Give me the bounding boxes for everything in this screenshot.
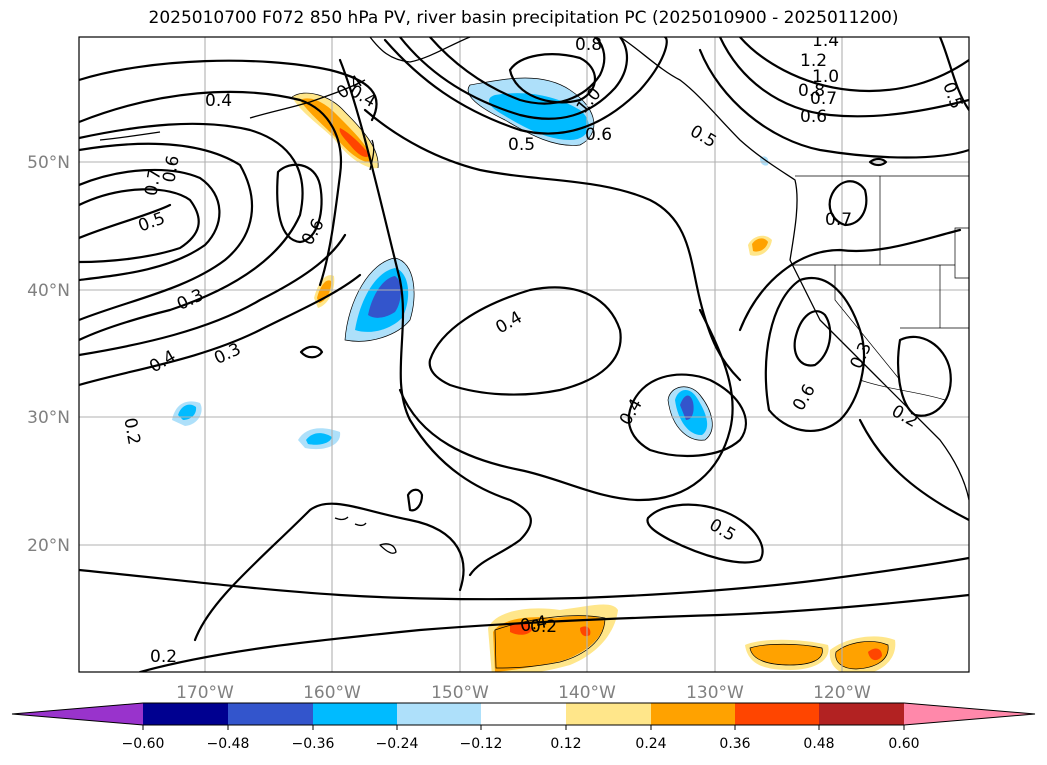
colorbar-tick-label: −0.48	[207, 736, 250, 752]
lat-tick-label: 30°N	[27, 408, 70, 428]
contour-label: 0.2	[150, 647, 177, 667]
contour-label: 0.8	[575, 35, 602, 55]
lon-tick-label: 140°W	[558, 683, 616, 703]
colorbar-swatch	[397, 703, 481, 725]
contour-label: 0.2	[119, 416, 143, 446]
lon-tick-label: 170°W	[176, 683, 234, 703]
contour-label: 0.4	[519, 612, 549, 636]
colorbar-ticks	[142, 725, 905, 730]
colorbar-tick-label: 0.36	[719, 736, 750, 752]
colorbar-swatch	[228, 703, 313, 725]
lat-tick-label: 50°N	[27, 153, 70, 173]
lon-axis-labels: 170°W 160°W 150°W 140°W 130°W 120°W	[176, 683, 871, 703]
lat-axis-labels: 50°N 40°N 30°N 20°N	[27, 153, 70, 556]
contour-label: 0.7	[141, 167, 165, 197]
contour-label: 1.2	[800, 51, 827, 71]
colorbar-tick-label: −0.36	[292, 736, 335, 752]
colorbar-tick-label: 0.12	[550, 736, 581, 752]
lon-tick-label: 120°W	[813, 683, 871, 703]
contour-label: 0.8	[798, 81, 825, 101]
colorbar-swatch	[481, 703, 566, 725]
colorbar-swatch	[819, 703, 904, 725]
lon-tick-label: 130°W	[686, 683, 744, 703]
colorbar-tick-label: 0.48	[803, 736, 834, 752]
map-title: 2025010700 F072 850 hPa PV, river basin …	[148, 8, 899, 28]
pv-contours	[79, 37, 969, 672]
colorbar-swatch	[735, 703, 819, 725]
colorbar: −0.60 −0.48 −0.36 −0.24 −0.12 0.12 0.24 …	[11, 702, 1036, 752]
coastlines	[99, 37, 969, 554]
colorbar-swatch-min-extend	[12, 703, 143, 725]
lon-tick-label: 160°W	[303, 683, 361, 703]
contour-label: 0.2	[530, 617, 557, 637]
colorbar-swatch	[566, 703, 651, 725]
contour-label: 0.6	[159, 154, 183, 184]
lat-tick-label: 40°N	[27, 281, 70, 301]
colorbar-swatch	[313, 703, 397, 725]
graticule	[79, 37, 969, 672]
colorbar-swatch	[143, 703, 228, 725]
colorbar-tick-label: −0.12	[460, 736, 503, 752]
contour-label: 1.4	[812, 31, 839, 51]
map-frame	[78, 36, 970, 673]
colorbar-tick-label: 0.24	[635, 736, 666, 752]
contour-label: 0.5	[508, 135, 535, 155]
contour-label: 0.6	[800, 107, 827, 127]
lat-tick-label: 20°N	[27, 536, 70, 556]
colorbar-tick-label: 0.60	[888, 736, 919, 752]
contour-label: 0.6	[585, 125, 612, 145]
contour-label: 0.7	[825, 210, 852, 230]
contour-label: 0.4	[205, 91, 232, 111]
state-borders	[790, 175, 969, 401]
contour-label: 1.0	[812, 67, 839, 87]
shading-outlines	[291, 77, 889, 670]
precip-shading	[172, 78, 896, 672]
lon-tick-label: 150°W	[431, 683, 489, 703]
colorbar-swatch-max-extend	[904, 703, 1035, 725]
colorbar-tick-label: −0.24	[376, 736, 419, 752]
colorbar-swatch	[651, 703, 735, 725]
map-panel	[79, 37, 969, 672]
colorbar-tick-label: −0.60	[122, 736, 165, 752]
contour-label: 0.7	[810, 89, 837, 109]
